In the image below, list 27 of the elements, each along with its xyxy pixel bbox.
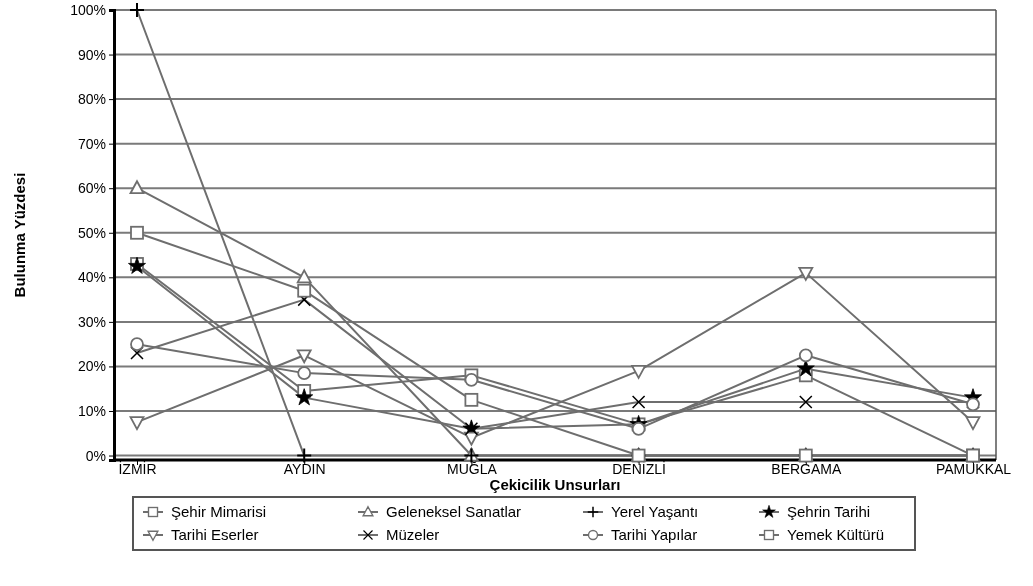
y-tick-label: 50% <box>77 224 106 241</box>
y-tick-label: 0% <box>85 447 106 464</box>
legend-label: Müzeler <box>386 526 440 543</box>
y-tick-label: 70% <box>77 135 106 152</box>
y-tick-label: 30% <box>77 313 106 330</box>
x-tick-label: İZMİR <box>118 460 157 478</box>
legend-label: Şehrin Tarihi <box>787 503 871 520</box>
x-tick-label: MUĞLA <box>447 461 498 478</box>
legend-label: Tarihi Eserler <box>171 526 259 543</box>
y-tick-label: 80% <box>77 91 106 108</box>
y-tick-label: 60% <box>77 180 106 197</box>
x-tick-label: DENİZLİ <box>612 460 666 478</box>
x-axis-title: Çekicilik Unsurları <box>489 476 621 493</box>
y-tick-label: 10% <box>77 402 106 419</box>
x-tick-label: AYDIN <box>283 461 326 478</box>
legend-label: Yerel Yaşantı <box>611 503 699 520</box>
x-tick-label: PAMUKKAL <box>935 461 1012 478</box>
x-tick-label: BERGAMA <box>771 461 842 478</box>
y-tick-label: 20% <box>77 358 106 375</box>
legend-label: Geleneksel Sanatlar <box>386 503 522 520</box>
y-tick-label: 40% <box>77 269 106 286</box>
legend-label: Şehir Mimarisi <box>171 503 267 520</box>
y-tick-label: 90% <box>77 46 106 63</box>
y-tick-label: 100% <box>70 1 106 18</box>
legend-label: Yemek Kültürü <box>787 526 885 543</box>
y-axis-title: Bulunma Yüzdesi <box>11 172 28 298</box>
legend-label: Tarihi Yapılar <box>611 526 698 543</box>
